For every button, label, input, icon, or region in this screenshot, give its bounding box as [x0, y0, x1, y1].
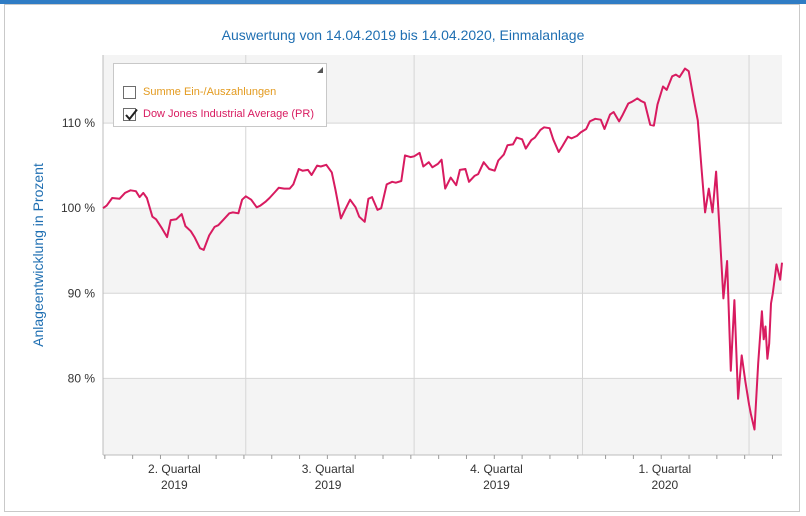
checkbox-dow-jones[interactable] — [123, 107, 138, 121]
plot-grid — [102, 55, 782, 456]
legend-label-dow-jones: Dow Jones Industrial Average (PR) — [143, 108, 314, 120]
x-tick-year-label: 2019 — [315, 478, 342, 492]
x-tick-label: 2. Quartal — [148, 462, 201, 476]
x-tick-label: 1. Quartal — [639, 462, 692, 476]
x-tick-label: 4. Quartal — [470, 462, 523, 476]
series-layer — [102, 67, 783, 431]
plot-band — [103, 208, 782, 294]
y-tick-label: 100 % — [61, 201, 95, 215]
x-tick-label: 3. Quartal — [302, 462, 355, 476]
plot-band — [103, 378, 782, 455]
series-line-dow-jones — [102, 67, 783, 431]
y-tick-label: 90 % — [68, 286, 96, 300]
legend-label-summe: Summe Ein-/Auszahlungen — [143, 86, 277, 98]
legend: Summe Ein-/Auszahlungen Dow Jones Indust… — [113, 63, 327, 127]
x-tick-year-label: 2019 — [161, 478, 188, 492]
y-axis-ticks: 80 % 90 % 100 % 110 % — [61, 116, 95, 385]
x-axis-ticks: 2. Quartal 2019 3. Quartal 2019 4. Quartal 20… — [104, 455, 773, 492]
checkmark-icon — [125, 108, 138, 121]
chart-title: Auswertung von 14.04.2019 bis 14.04.2020… — [221, 27, 585, 43]
x-tick-year-label: 2020 — [652, 478, 679, 492]
legend-item-dow-jones[interactable]: Dow Jones Industrial Average (PR) — [123, 106, 314, 122]
window-top-bar — [0, 0, 806, 4]
legend-item-summe[interactable]: Summe Ein-/Auszahlungen — [123, 84, 276, 100]
checkbox-summe[interactable] — [123, 85, 136, 99]
legend-collapse-icon[interactable] — [317, 67, 323, 73]
y-tick-label: 80 % — [68, 371, 96, 385]
x-tick-year-label: 2019 — [483, 478, 510, 492]
y-tick-label: 110 % — [62, 116, 95, 130]
